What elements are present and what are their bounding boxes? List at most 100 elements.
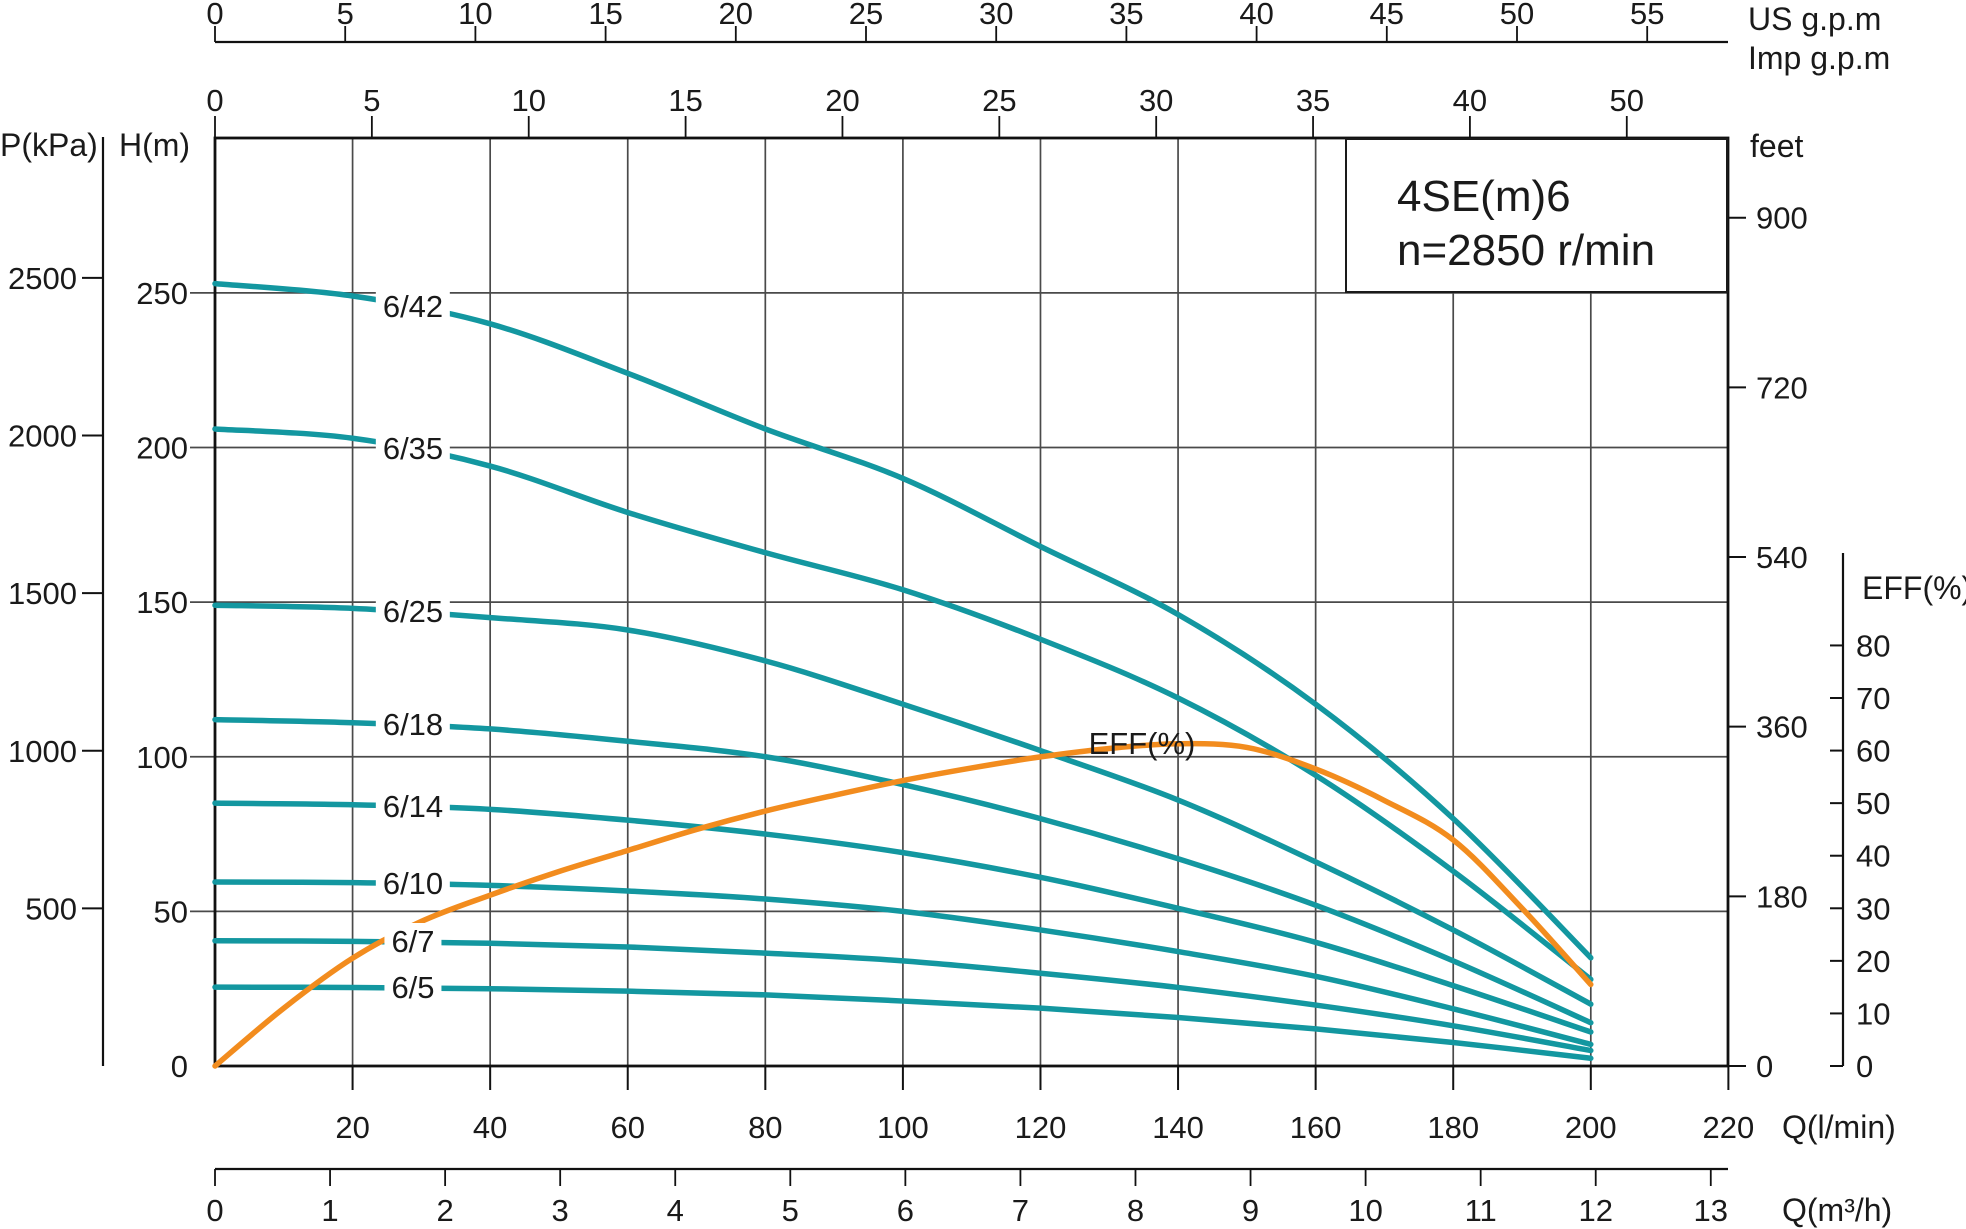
- tick-label: 50: [1856, 786, 1890, 821]
- tick-label: 60: [1856, 734, 1890, 769]
- tick-label: 30: [1856, 891, 1890, 926]
- tick-label: 80: [1856, 628, 1890, 663]
- head-curve-6-25: [212, 602, 1594, 1007]
- eff-axis: 0 10 20 30 40 50 60 70 80: [1830, 553, 1890, 1084]
- tick-label: 160: [1290, 1110, 1342, 1145]
- imp-gpm-axis: 0 5 10 15 20 25 30 35 40 50: [206, 83, 1644, 138]
- tick-label: 45: [1370, 0, 1404, 31]
- efficiency-curve-group: [212, 740, 1594, 1069]
- tick-label: 25: [982, 83, 1016, 118]
- tick-label: 1: [321, 1193, 338, 1228]
- tick-label: 100: [136, 740, 188, 775]
- head-curve-6-35: [212, 426, 1594, 983]
- tick-label: 2: [436, 1193, 453, 1228]
- tick-label: 2000: [8, 419, 77, 454]
- tick-label: 10: [1348, 1193, 1382, 1228]
- plot-border: [213, 136, 1730, 1068]
- tick-label: 9: [1242, 1193, 1259, 1228]
- tick-label: 30: [1139, 83, 1173, 118]
- curve-label-6-42: 6/42: [375, 288, 451, 327]
- tick-label: 13: [1694, 1193, 1728, 1228]
- curve-label-6-14: 6/14: [375, 787, 451, 826]
- tick-label: 250: [136, 276, 188, 311]
- tick-label: 20: [335, 1110, 369, 1145]
- tick-label: 5: [782, 1193, 799, 1228]
- tick-label: 50: [154, 894, 188, 929]
- tick-label: 50: [1500, 0, 1534, 31]
- head-curve-6-42: [212, 280, 1594, 961]
- tick-label: 2500: [8, 261, 77, 296]
- curve-label-6-18: 6/18: [375, 706, 451, 745]
- title-box: 4SE(m)6 n=2850 r/min: [1345, 138, 1728, 293]
- tick-label: 20: [825, 83, 859, 118]
- tick-label: 60: [610, 1110, 644, 1145]
- efficiency-curve-annotation: EFF(%): [1088, 726, 1196, 761]
- tick-label: 70: [1856, 681, 1890, 716]
- tick-label: 15: [668, 83, 702, 118]
- efficiency-curve: [212, 740, 1594, 1069]
- tick-label: 0: [206, 83, 223, 118]
- tick-label: 3: [552, 1193, 569, 1228]
- tick-label: 20: [1856, 944, 1890, 979]
- tick-label: 4: [667, 1193, 684, 1228]
- pressure-axis: 500 1000 1500 2000 2500: [8, 137, 105, 1066]
- tick-label: 8: [1127, 1193, 1144, 1228]
- head-curve-6-7: [212, 938, 1594, 1054]
- q-m3h-axis-label: Q(m³/h): [1782, 1192, 1893, 1228]
- pressure-axis-label: P(kPa): [0, 127, 98, 163]
- tick-label: 180: [1427, 1110, 1479, 1145]
- tick-label: 900: [1756, 201, 1808, 236]
- tick-label: 5: [337, 0, 354, 31]
- tick-label: 40: [1453, 83, 1487, 118]
- tick-label: 0: [1756, 1049, 1773, 1084]
- tick-label: 150: [136, 585, 188, 620]
- tick-label: 1500: [8, 576, 77, 611]
- tick-label: 140: [1152, 1110, 1204, 1145]
- q-lmin-axis: 20 40 60 80 100 120 140 160 180 200 220: [335, 1110, 1754, 1145]
- tick-label: 40: [1856, 839, 1890, 874]
- curve-label-6-10: 6/10: [375, 864, 451, 903]
- tick-label: 100: [877, 1110, 929, 1145]
- tick-label: 360: [1756, 710, 1808, 745]
- feet-axis: 0 180 360 540 720 900: [1728, 201, 1808, 1084]
- curve-label-6-35: 6/35: [375, 430, 451, 469]
- head-axis: 0 50 100 150 200 250: [136, 276, 188, 1084]
- tick-label: 15: [588, 0, 622, 31]
- eff-axis-label: EFF(%): [1862, 570, 1966, 606]
- q-m3h-axis: 0 1 2 3 4 5 6 7 8 9 10 11 12 13: [206, 1167, 1728, 1228]
- tick-label: 11: [1465, 1193, 1497, 1228]
- tick-label: 7: [1012, 1193, 1029, 1228]
- tick-label: 0: [1856, 1049, 1873, 1084]
- tick-label: 180: [1756, 879, 1808, 914]
- tick-label: 40: [1239, 0, 1273, 31]
- tick-label: 200: [136, 431, 188, 466]
- curve-label-6-7: 6/7: [384, 923, 442, 962]
- head-axis-label: H(m): [119, 127, 191, 163]
- tick-label: 0: [171, 1049, 188, 1084]
- tick-label: 6: [897, 1193, 914, 1228]
- tick-label: 120: [1015, 1110, 1067, 1145]
- tick-label: 10: [511, 83, 545, 118]
- head-curve-6-18: [212, 716, 1594, 1026]
- tick-label: 50: [1610, 83, 1644, 118]
- us-gpm-axis-label: US g.p.m: [1748, 1, 1882, 37]
- tick-label: 0: [206, 1193, 223, 1228]
- tick-label: 12: [1578, 1193, 1612, 1228]
- curve-label-6-25: 6/25: [375, 593, 451, 632]
- tick-label: 55: [1630, 0, 1664, 31]
- tick-label: 80: [748, 1110, 782, 1145]
- tick-label: 500: [25, 891, 77, 926]
- q-lmin-axis-label: Q(l/min): [1782, 1109, 1896, 1145]
- head-curve-6-5: [212, 984, 1594, 1062]
- feet-axis-label: feet: [1750, 128, 1804, 164]
- tick-label: 5: [363, 83, 380, 118]
- tick-label: 25: [849, 0, 883, 31]
- tick-label: 200: [1565, 1110, 1617, 1145]
- tick-label: 720: [1756, 370, 1808, 405]
- tick-label: 10: [1856, 996, 1890, 1031]
- tick-label: 20: [719, 0, 753, 31]
- imp-gpm-axis-label: Imp g.p.m: [1748, 40, 1891, 76]
- tick-label: 30: [979, 0, 1013, 31]
